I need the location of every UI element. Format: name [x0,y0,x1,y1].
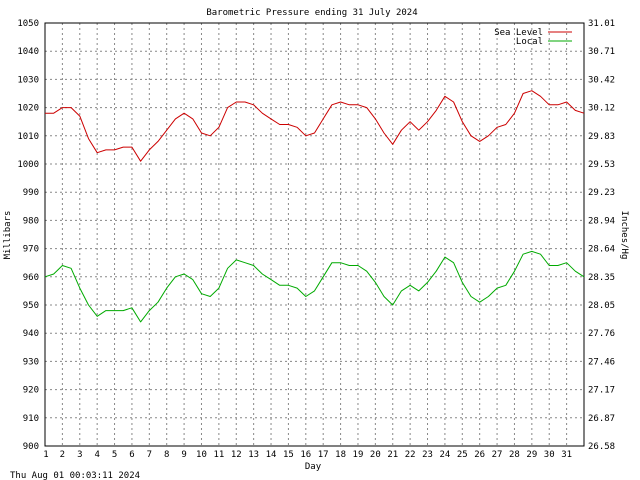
x-tick-label: 5 [112,450,117,460]
y-tick-label-right: 30.42 [588,75,615,85]
x-tick-label: 11 [213,450,224,460]
x-tick-label: 1 [43,450,48,460]
x-tick-label: 16 [300,450,311,460]
y-tick-label-right: 28.35 [588,273,615,283]
y-tick-label-left: 990 [23,188,39,198]
x-tick-label: 15 [283,450,294,460]
y-tick-label-left: 1030 [17,75,39,85]
y-tick-label-left: 930 [23,357,39,367]
x-tick-label: 21 [387,450,398,460]
y-tick-label-right: 29.83 [588,132,615,142]
x-tick-label: 9 [181,450,186,460]
x-tick-label: 4 [94,450,99,460]
x-tick-label: 30 [544,450,555,460]
x-tick-label: 12 [231,450,242,460]
x-tick-label: 19 [353,450,364,460]
y-tick-label-left: 1000 [17,160,39,170]
y-tick-label-left: 960 [23,273,39,283]
x-tick-label: 6 [129,450,134,460]
x-axis-ticks: 1 2 3 4 5 6 7 8 9 10 11 12 13 14 15 16 17 18 19 20 21 22 23 24 2… [43,450,572,460]
y-tick-label-right: 28.64 [588,245,615,255]
x-tick-label: 18 [335,450,346,460]
left-axis-ticks: 900 910 920 930 940 950 960 970 980 990 1000 1010 10… [17,19,39,452]
series-line-local [44,250,585,323]
x-tick-label: 24 [439,450,450,460]
y-tick-label-right: 29.53 [588,160,615,170]
y-tick-label-left: 900 [23,442,39,452]
x-tick-label: 3 [77,450,82,460]
y-axis-label-right: Inches/Hg [619,211,629,260]
x-tick-label: 14 [266,450,277,460]
y-tick-label-left: 940 [23,329,39,339]
plot-frame [44,22,585,447]
series-line-sea-level [45,90,585,162]
y-axis-label-left: Millibars [3,211,13,260]
y-tick-label-right: 30.12 [588,104,615,114]
x-tick-label: 26 [474,450,485,460]
y-tick-label-right: 29.23 [588,188,615,198]
x-tick-label: 13 [248,450,259,460]
y-tick-label-right: 27.46 [588,357,615,367]
y-tick-label-right: 27.17 [588,386,615,396]
grid-lines [45,23,584,446]
y-tick-label-left: 1020 [17,104,39,114]
y-tick-label-left: 1010 [17,132,39,142]
x-tick-label: 23 [422,450,433,460]
x-tick-label: 31 [561,450,572,460]
x-tick-label: 27 [492,450,503,460]
legend-label-sea-level: Sea Level [494,28,543,38]
y-tick-label-left: 1050 [17,19,39,29]
y-tick-label-right: 26.58 [588,442,615,452]
y-tick-label-left: 950 [23,301,39,311]
y-tick-label-left: 970 [23,245,39,255]
y-tick-label-right: 31.01 [588,19,615,29]
x-tick-label: 20 [370,450,381,460]
y-tick-label-right: 28.94 [588,216,615,226]
legend-label-local: Local [516,37,543,47]
y-tick-label-left: 980 [23,216,39,226]
y-tick-label-left: 910 [23,414,39,424]
y-tick-label-right: 26.87 [588,414,615,424]
chart-title: Barometric Pressure ending 31 July 2024 [206,8,417,18]
footer-timestamp: Thu Aug 01 00:03:11 2024 [10,471,140,480]
x-tick-label: 17 [318,450,329,460]
x-tick-label: 8 [164,450,169,460]
y-tick-label-left: 920 [23,386,39,396]
x-axis-label: Day [305,462,322,472]
legend: Sea Level Local [494,28,572,47]
x-tick-label: 29 [526,450,537,460]
x-tick-label: 10 [196,450,207,460]
y-tick-label-right: 27.76 [588,329,615,339]
y-tick-label-left: 1040 [17,47,39,57]
x-tick-label: 2 [60,450,65,460]
y-tick-label-right: 30.71 [588,47,615,57]
x-tick-label: 7 [147,450,152,460]
series-lines [44,90,585,323]
y-tick-label-right: 28.05 [588,301,615,311]
x-tick-label: 25 [457,450,468,460]
x-tick-label: 22 [405,450,416,460]
right-axis-ticks: 26.58 26.87 27.17 27.46 27.76 28.05 28.35 28.64… [588,19,615,452]
x-tick-label: 28 [509,450,520,460]
